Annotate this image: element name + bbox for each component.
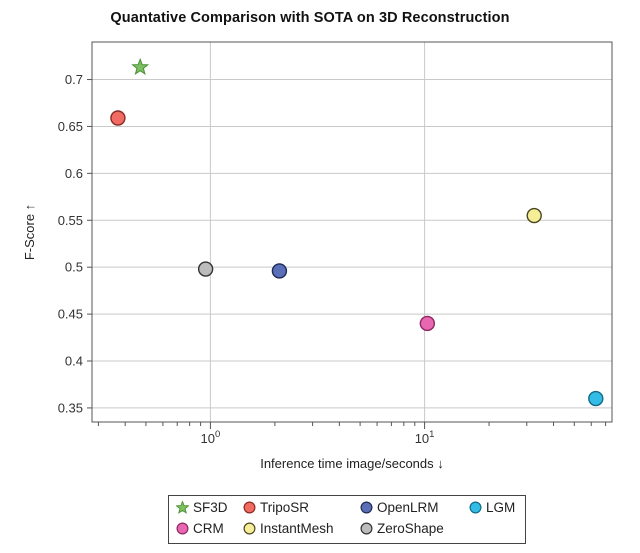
y-tick-label: 0.5 [65, 260, 83, 275]
mark-layer [110, 57, 604, 407]
plot-frame [91, 41, 613, 423]
y-tick-label: 0.7 [65, 72, 83, 87]
grid-layer [92, 42, 612, 422]
legend-marker-zeroshape [360, 522, 373, 535]
point-openlrm [271, 263, 288, 279]
legend-item-openlrm: OpenLRM [360, 500, 439, 515]
y-tick-label: 0.35 [58, 400, 83, 415]
legend-item-lgm: LGM [469, 500, 515, 515]
legend-label: SF3D [193, 500, 228, 515]
point-zeroshape [197, 261, 214, 277]
legend-label: CRM [193, 521, 224, 536]
legend-marker-crm [176, 522, 189, 535]
point-lgm [588, 390, 604, 407]
legend-marker-instantmesh [243, 522, 256, 535]
legend-label: InstantMesh [260, 521, 334, 536]
legend-label: LGM [486, 500, 516, 515]
legend-item-zeroshape: ZeroShape [360, 521, 444, 536]
point-sf3d [131, 57, 150, 75]
point-crm [419, 315, 436, 332]
legend-item-triposr: TripoSR [243, 500, 309, 515]
legend-label: OpenLRM [377, 500, 439, 515]
x-axis-label: Inference time image/seconds ↓ [260, 456, 444, 471]
legend-marker-lgm [469, 501, 482, 514]
x-tick-label: 100 [201, 429, 221, 446]
legend-label: TripoSR [260, 500, 310, 515]
legend-marker-sf3d [176, 501, 189, 514]
legend-item-sf3d: SF3D [176, 500, 228, 515]
tick-layer: 0.35 0.4 0.45 0.5 0.55 0.6 0.65 0.7 100 101 [58, 72, 607, 446]
point-triposr [110, 110, 126, 126]
legend-item-crm: CRM [176, 521, 224, 536]
y-tick-label: 0.55 [58, 213, 83, 228]
y-tick-label: 0.45 [58, 307, 83, 322]
legend: SF3D TripoSR OpenLRM LGM CRM InstantMesh ZeroS… [168, 495, 526, 544]
legend-marker-openlrm [360, 501, 373, 514]
point-instantmesh [526, 207, 542, 224]
x-tick-label: 101 [415, 429, 435, 446]
y-tick-label: 0.4 [65, 354, 83, 369]
scatter-plot: 0.35 0.4 0.45 0.5 0.55 0.6 0.65 0.7 100 101 Infer… [22, 41, 613, 471]
y-tick-label: 0.6 [65, 166, 83, 181]
chart-title: Quantative Comparison with SOTA on 3D Re… [110, 10, 510, 26]
legend-marker-triposr [243, 501, 256, 514]
legend-item-instantmesh: InstantMesh [243, 521, 334, 536]
y-tick-label: 0.65 [58, 119, 83, 134]
legend-label: ZeroShape [377, 521, 444, 536]
y-axis-label: F-Score ↑ [22, 204, 37, 260]
